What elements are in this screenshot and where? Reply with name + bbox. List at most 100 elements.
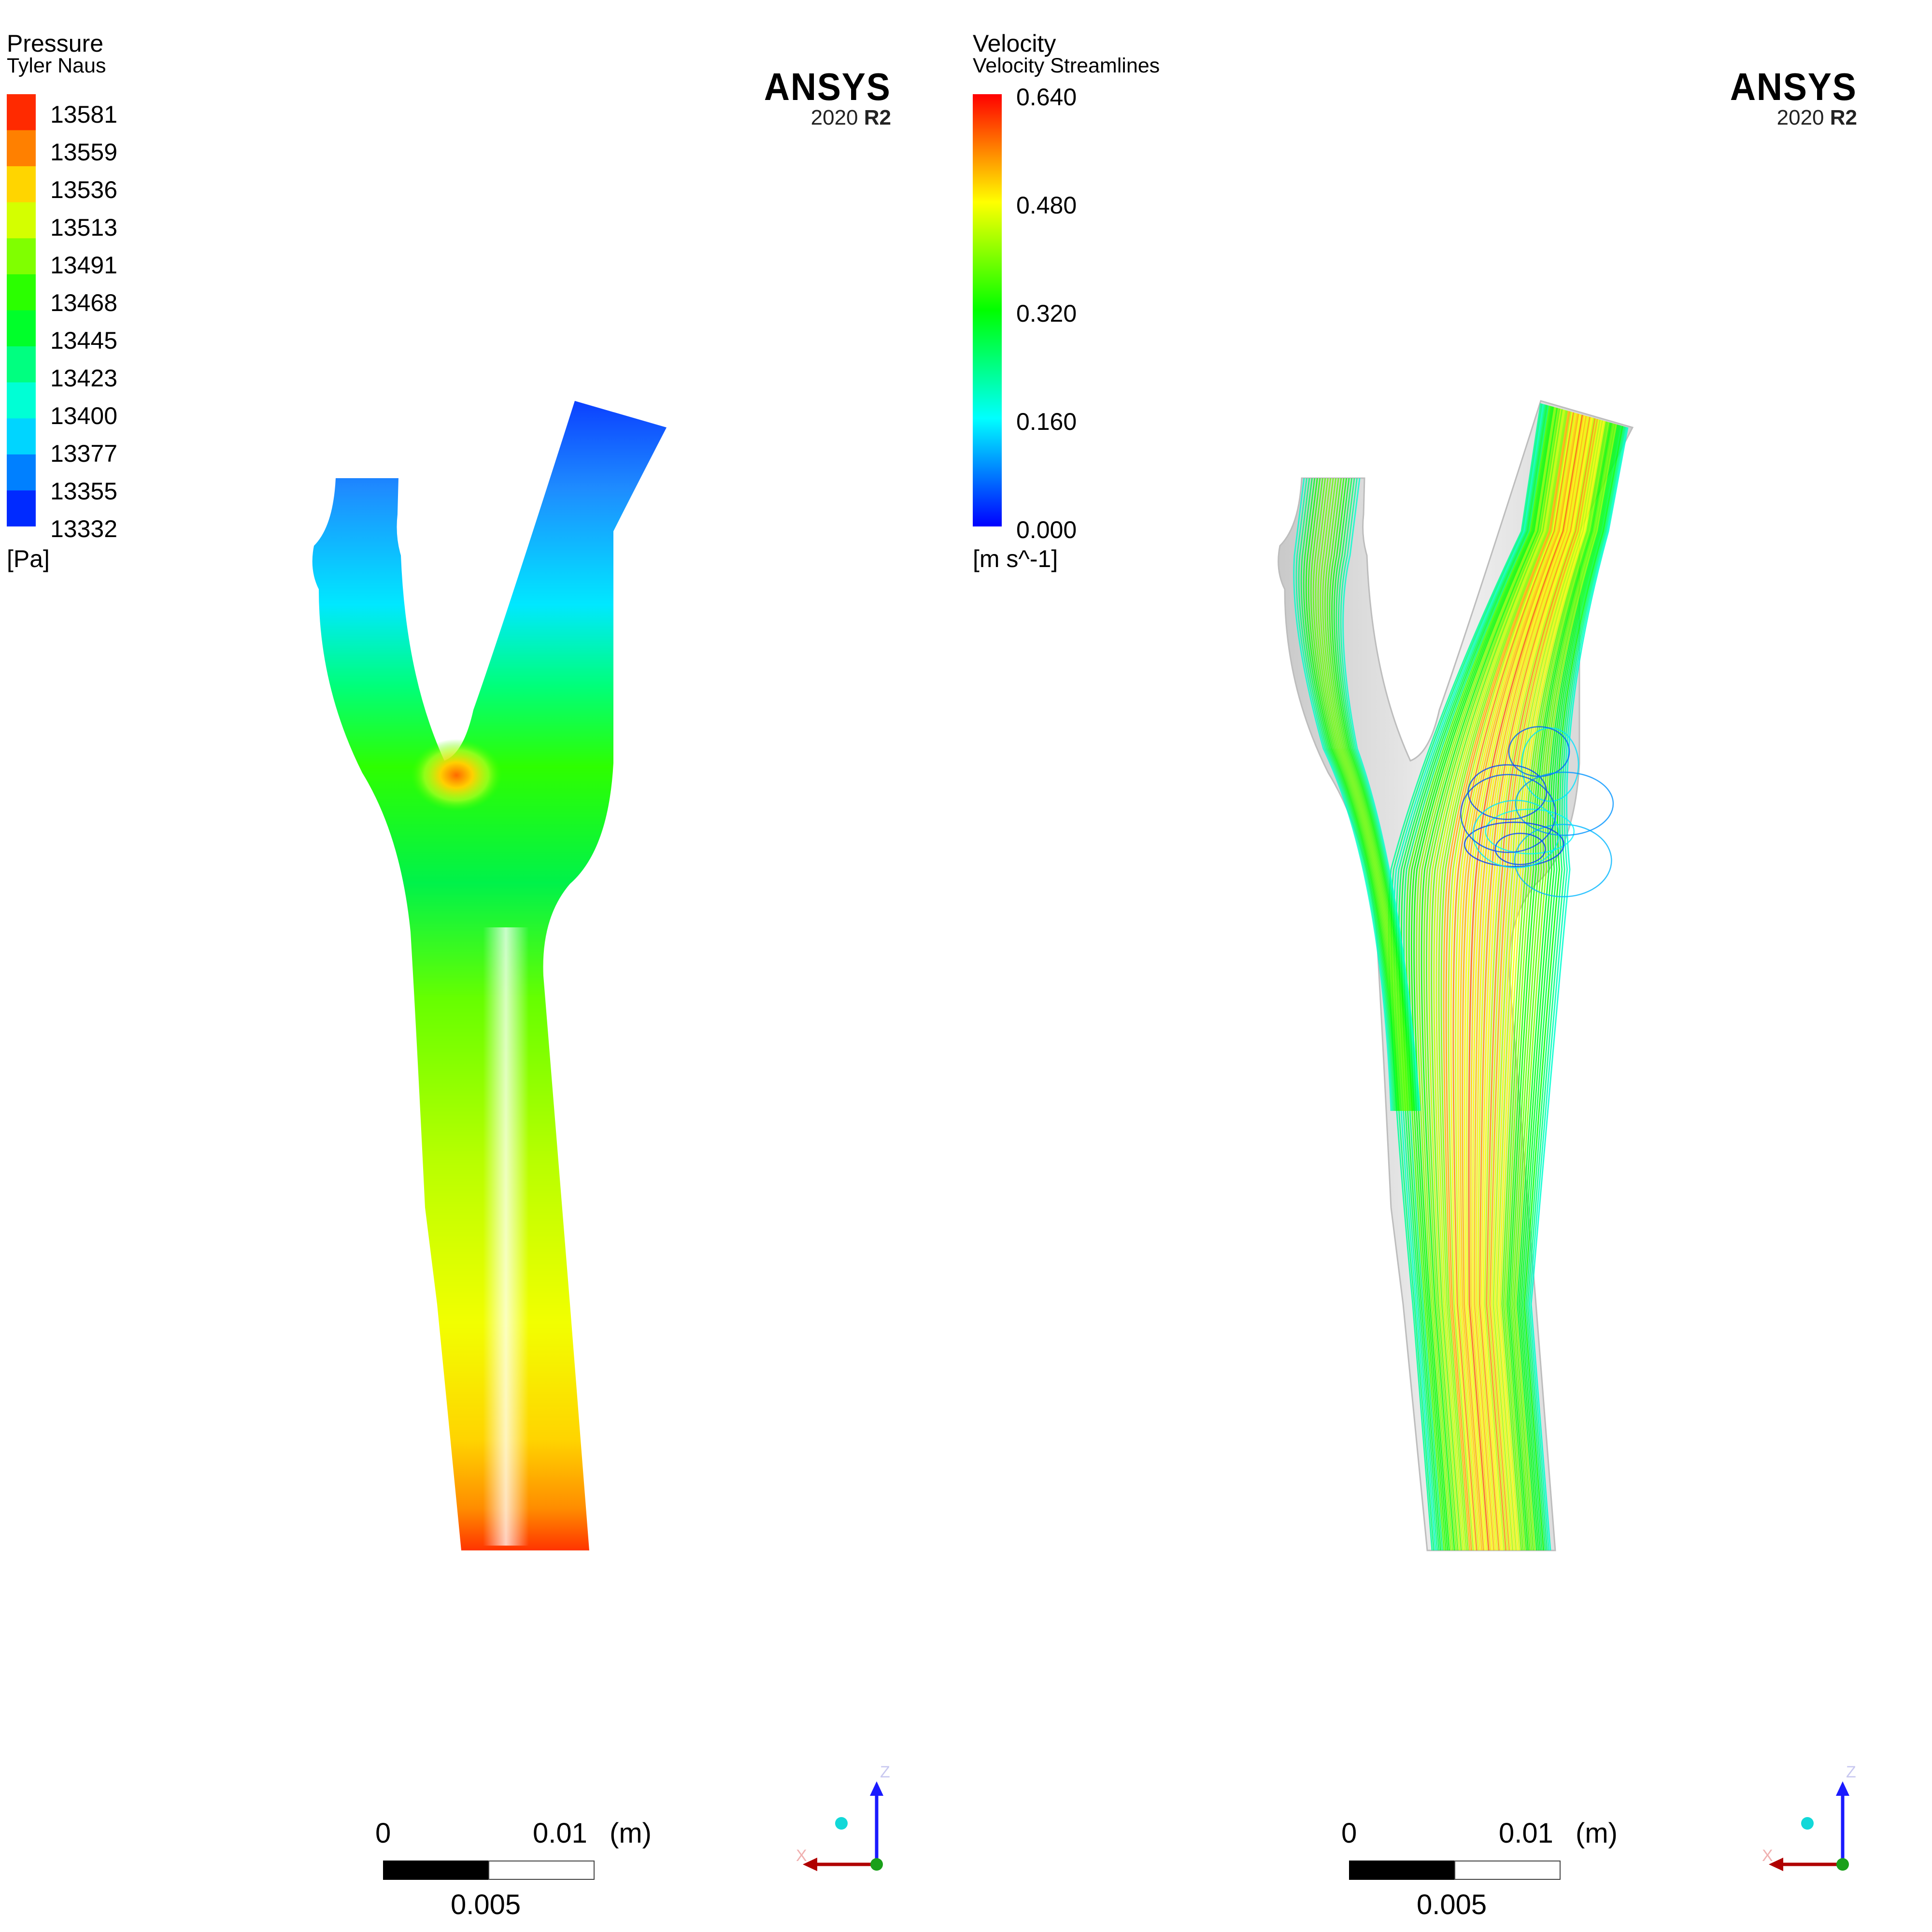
logo-version-release: R2 (864, 106, 891, 129)
axis-view-dot (835, 1817, 848, 1830)
ansys-logo: ANSYS 2020 R2 (1719, 68, 1857, 129)
streamline (1487, 418, 1597, 1551)
streamline (1435, 410, 1566, 1551)
scale-bar-light (1454, 1861, 1561, 1880)
axis-z-label: Z (1846, 1763, 1856, 1781)
streamline (1459, 413, 1578, 1551)
streamline (1333, 478, 1416, 1111)
colorbar-band (7, 382, 36, 419)
streamline (1496, 420, 1604, 1551)
colorbar-band (7, 310, 36, 347)
recirculation-streamline (1514, 824, 1612, 897)
streamline (1509, 423, 1614, 1551)
tick-label: 0.480 (1016, 192, 1077, 219)
streamline (1408, 406, 1552, 1551)
axis-z-arrow (870, 1781, 883, 1796)
streamline (1462, 413, 1579, 1551)
streamline (1406, 405, 1550, 1551)
recirculation-streamline (1494, 833, 1546, 866)
streamline (1468, 414, 1583, 1551)
legend-subtitle: Velocity Streamlines (973, 54, 1160, 77)
streamline (1426, 408, 1561, 1551)
streamline (1329, 478, 1413, 1111)
axis-triad: Z X (796, 1763, 890, 1871)
streamline (1474, 415, 1587, 1551)
axis-x-arrow (803, 1858, 817, 1871)
colorbar-band (7, 202, 36, 239)
streamline (1501, 421, 1607, 1551)
streamline (1418, 407, 1557, 1551)
colorbar-band (7, 490, 36, 526)
streamline (1478, 417, 1591, 1551)
streamline (1491, 419, 1600, 1551)
streamline (1317, 478, 1406, 1111)
tick-label: 13559 (50, 139, 118, 166)
streamline (1310, 478, 1402, 1111)
tick-label: 13332 (50, 515, 118, 542)
axis-x-label: X (796, 1847, 807, 1865)
tick-label: 0.640 (1016, 84, 1077, 111)
streamline (1331, 478, 1414, 1111)
velocity-colorbar (973, 94, 1002, 526)
pressure-colorbar (7, 94, 36, 526)
streamline (1320, 478, 1407, 1111)
colorbar-band (7, 94, 36, 131)
tick-label: 13536 (50, 176, 118, 203)
streamline (1527, 426, 1626, 1551)
streamline (1403, 405, 1549, 1551)
logo-brand: ANSYS (1730, 65, 1857, 108)
legend-unit: [m s^-1] (973, 545, 1058, 572)
streamline (1445, 411, 1571, 1551)
tick-label: 13355 (50, 478, 118, 505)
streamline (1466, 414, 1582, 1551)
streamline (1322, 478, 1408, 1111)
legend-title: Velocity (973, 30, 1056, 57)
streamline (1480, 417, 1592, 1551)
streamline (1401, 405, 1548, 1551)
scale-mid-label: 0.005 (451, 1889, 521, 1920)
streamline (1342, 478, 1421, 1111)
streamline (1324, 478, 1410, 1111)
streamline (1305, 478, 1399, 1111)
pressure-panel: Pressure Tyler Naus 13581 13559 13536 13… (7, 30, 891, 1920)
scale-start-label: 0 (375, 1818, 391, 1849)
scale-bar-dark (383, 1861, 488, 1880)
tick-label: 13377 (50, 440, 118, 467)
streamline (1295, 478, 1393, 1111)
colorbar-band (7, 166, 36, 203)
axis-y-dot (870, 1858, 883, 1871)
streamline (1494, 420, 1602, 1551)
streamline (1508, 423, 1612, 1551)
streamline (1472, 415, 1586, 1551)
colorbar-band (7, 238, 36, 275)
streamline (1499, 421, 1606, 1551)
streamline (1443, 411, 1569, 1551)
scale-unit-label: (m) (1576, 1818, 1618, 1849)
streamline (1518, 425, 1620, 1551)
stagnation-hotspot (411, 739, 502, 811)
streamline (1303, 478, 1397, 1111)
pressure-vessel-view (312, 401, 667, 1550)
streamline (1492, 419, 1601, 1551)
streamline (1482, 417, 1593, 1551)
velocity-streamline-view (1278, 400, 1634, 1551)
legend-title: Pressure (7, 30, 104, 57)
streamline (1413, 407, 1554, 1551)
streamline (1511, 423, 1615, 1551)
streamline (1515, 424, 1617, 1551)
scale-end-label: 0.01 (533, 1818, 587, 1849)
streamline (1517, 424, 1619, 1551)
streamline (1312, 478, 1403, 1111)
streamline (1452, 412, 1575, 1551)
colorbar-band (7, 454, 36, 491)
recirculation-streamline (1485, 809, 1575, 854)
streamline (1503, 422, 1608, 1551)
streamline (1525, 426, 1625, 1551)
streamline (1506, 422, 1611, 1551)
ansys-logo: ANSYS 2020 R2 (753, 68, 891, 129)
streamline (1489, 419, 1598, 1551)
axis-z-label: Z (880, 1763, 890, 1781)
colorbar-band (7, 346, 36, 383)
streamline (1486, 418, 1596, 1551)
streamline (1448, 412, 1572, 1551)
